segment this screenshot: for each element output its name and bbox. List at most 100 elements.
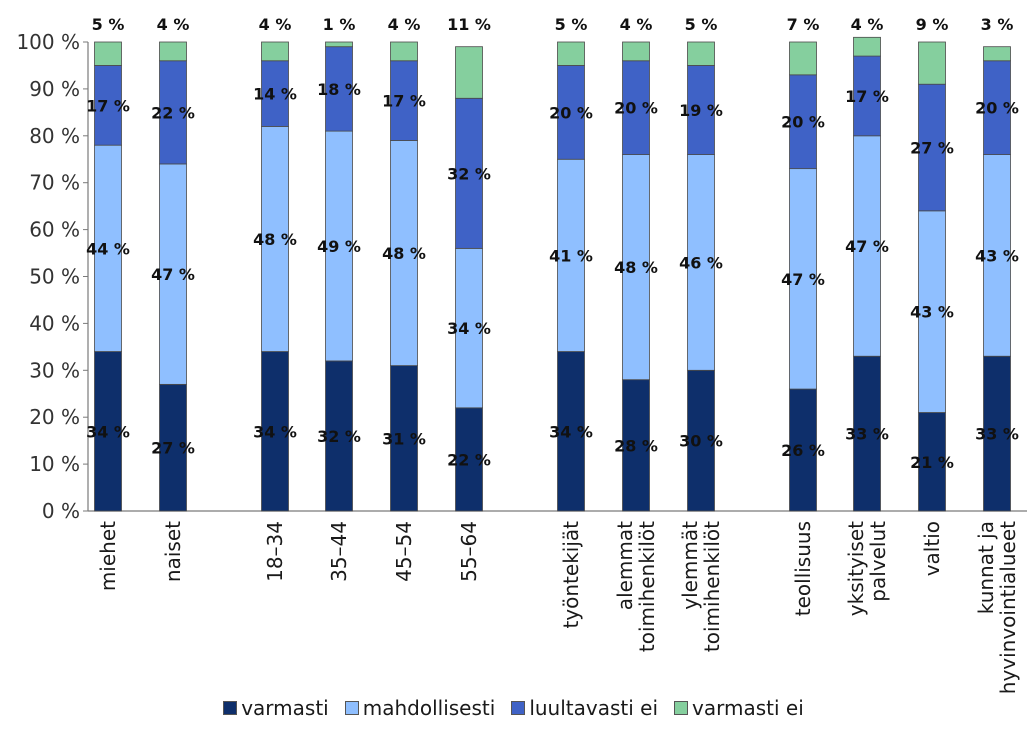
- data-label: 17 %: [382, 92, 426, 111]
- bar-segment-varmasti: [687, 369, 715, 512]
- category-label: naiset: [161, 521, 185, 582]
- data-label-top: 4 %: [620, 15, 653, 34]
- data-label: 14 %: [253, 85, 297, 104]
- bar-segment-varmasti-ei: [159, 41, 187, 62]
- data-label: 41 %: [549, 246, 593, 265]
- category-label: kunnat jahyvinvointialueet: [974, 521, 1020, 694]
- data-label: 32 %: [317, 427, 361, 446]
- bar-segment-luultavasti-ei: [94, 65, 122, 146]
- category-label-line: kunnat ja: [974, 521, 998, 614]
- y-tick-label: 0 %: [42, 499, 80, 523]
- data-label: 20 %: [614, 99, 658, 118]
- legend-swatch: [223, 701, 238, 715]
- bar-segment-varmasti: [94, 351, 122, 512]
- bar-segment-mahdollisesti: [390, 140, 418, 367]
- category-label-line: ylemmät: [678, 521, 702, 610]
- category-label-line: valtio: [920, 521, 944, 576]
- bar-segment-varmasti: [853, 355, 881, 512]
- legend-item: mahdollisesti: [344, 696, 496, 720]
- bar-segment-varmasti-ei: [687, 41, 715, 66]
- data-label: 48 %: [253, 230, 297, 249]
- category-label-line: miehet: [96, 521, 120, 591]
- bar-segment-varmasti-ei: [853, 36, 881, 57]
- bar-segment-varmasti-ei: [918, 41, 946, 85]
- data-label: 27 %: [910, 139, 954, 158]
- data-label: 48 %: [614, 258, 658, 277]
- data-label: 22 %: [447, 450, 491, 469]
- category-label-line: palvelut: [866, 521, 890, 602]
- bar-segment-varmasti: [455, 407, 483, 512]
- legend-swatch: [674, 701, 689, 715]
- y-tick-label: 90 %: [29, 77, 80, 101]
- legend-label: mahdollisesti: [362, 696, 496, 720]
- bar-segment-mahdollisesti: [789, 168, 817, 390]
- bar-segment-varmasti-ei: [325, 41, 353, 48]
- bar-segment-luultavasti-ei: [455, 97, 483, 249]
- category-label-line: 18–34: [263, 521, 287, 582]
- data-label: 33 %: [845, 425, 889, 444]
- category-label: valtio: [920, 521, 944, 576]
- bar-segment-mahdollisesti: [687, 154, 715, 371]
- category-label: yksityisetpalvelut: [844, 521, 890, 616]
- y-tick-label: 50 %: [29, 265, 80, 289]
- data-label-top: 4 %: [157, 15, 190, 34]
- data-label: 26 %: [781, 441, 825, 460]
- category-label: alemmattoimihenkilöt: [613, 521, 659, 652]
- bar-segment-varmasti-ei: [789, 41, 817, 76]
- category-label: työntekijät: [559, 521, 583, 629]
- bar-segment-varmasti-ei: [557, 41, 585, 66]
- data-label-top: 3 %: [981, 15, 1014, 34]
- category-label: 55–64: [457, 521, 481, 582]
- data-label: 48 %: [382, 244, 426, 263]
- bar-segment-varmasti: [159, 383, 187, 512]
- data-label: 30 %: [679, 432, 723, 451]
- data-label-top: 5 %: [555, 15, 588, 34]
- data-label-top: 5 %: [685, 15, 718, 34]
- data-label: 33 %: [975, 425, 1019, 444]
- bar-segment-varmasti-ei: [261, 41, 289, 62]
- data-label: 17 %: [845, 87, 889, 106]
- bar-segment-mahdollisesti: [159, 163, 187, 385]
- data-label-top: 4 %: [388, 15, 421, 34]
- data-label: 20 %: [549, 103, 593, 122]
- data-label: 22 %: [151, 103, 195, 122]
- chart-legend: varmasti mahdollisesti luultavasti ei varma…: [0, 696, 1027, 720]
- category-label-line: toimihenkilöt: [635, 521, 659, 652]
- legend-swatch: [511, 701, 526, 715]
- category-label: 35–44: [327, 521, 351, 582]
- data-label: 49 %: [317, 237, 361, 256]
- legend-label: luultavasti ei: [529, 696, 659, 720]
- data-label: 20 %: [975, 99, 1019, 118]
- bar-segment-varmasti-ei: [455, 46, 483, 99]
- data-label-top: 7 %: [787, 15, 820, 34]
- category-label-line: 45–54: [392, 521, 416, 582]
- bar-segment-mahdollisesti: [94, 144, 122, 352]
- data-label: 27 %: [151, 439, 195, 458]
- bar-segment-varmasti: [390, 365, 418, 512]
- data-label: 43 %: [910, 303, 954, 322]
- legend-item: varmasti ei: [674, 696, 804, 720]
- category-label-line: naiset: [161, 521, 185, 582]
- bar-segment-mahdollisesti: [455, 247, 483, 409]
- bar-segment-varmasti: [622, 379, 650, 512]
- bar-segment-mahdollisesti: [261, 126, 289, 352]
- bar-segment-varmasti: [983, 355, 1011, 512]
- chart-svg: 0 % 10 % 20 % 30 % 40 % 50 % 60 % 70 % 80 % 90 % 1…: [16, 15, 1027, 694]
- data-label: 47 %: [151, 265, 195, 284]
- data-label: 31 %: [382, 429, 426, 448]
- bar-segment-luultavasti-ei: [325, 46, 353, 132]
- data-label: 32 %: [447, 164, 491, 183]
- data-label: 47 %: [781, 270, 825, 289]
- category-label-line: hyvinvointialueet: [996, 521, 1020, 694]
- category-label-line: alemmat: [613, 521, 637, 610]
- bar-segment-varmasti-ei: [622, 41, 650, 62]
- data-label: 28 %: [614, 436, 658, 455]
- bar-segment-luultavasti-ei: [853, 55, 881, 137]
- bar-segment-luultavasti-ei: [622, 60, 650, 155]
- y-tick-label: 20 %: [29, 405, 80, 429]
- data-label-top: 1 %: [323, 15, 356, 34]
- legend-swatch: [344, 701, 359, 715]
- bar-segment-varmasti: [261, 351, 289, 512]
- legend-label: varmasti: [241, 696, 329, 720]
- category-label-line: 55–64: [457, 521, 481, 582]
